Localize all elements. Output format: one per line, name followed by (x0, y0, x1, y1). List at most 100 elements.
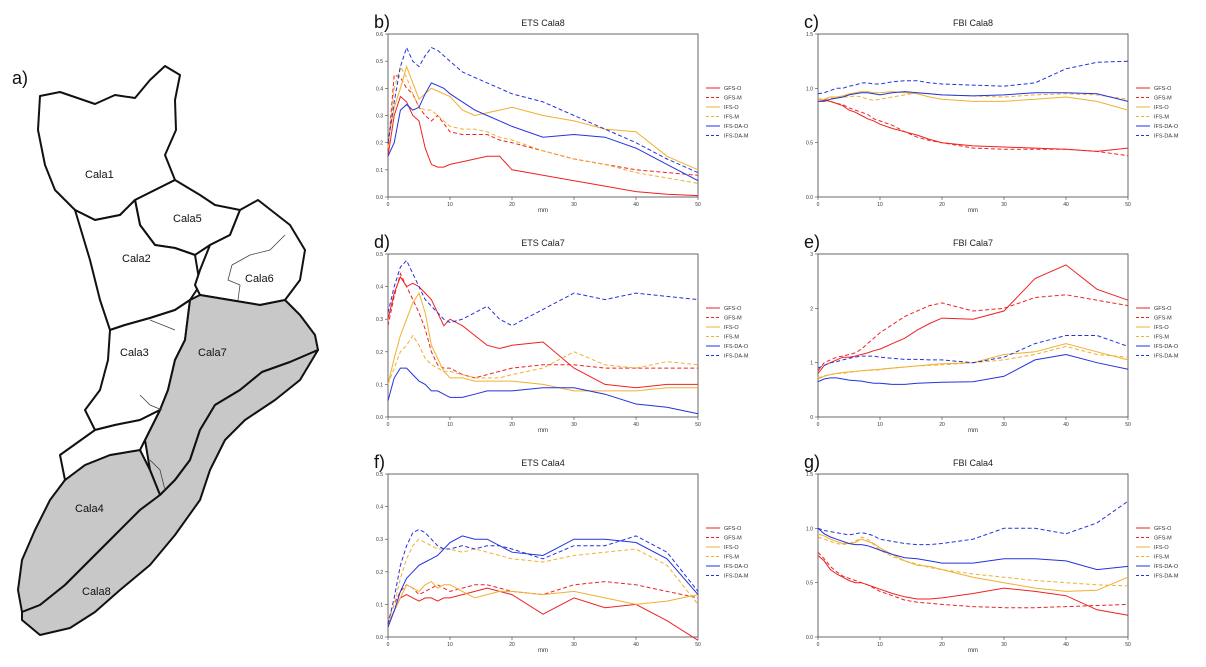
legend-label: IFS-DA-M (1154, 354, 1179, 360)
series-line-ifs-m (387, 538, 699, 621)
legend-label: GFS-O (724, 86, 742, 92)
series-line-gfs-o (387, 587, 699, 641)
y-tick-label: 1.0 (806, 526, 813, 532)
y-tick-label: 0.1 (376, 168, 383, 174)
y-tick-label: 0.5 (376, 59, 383, 65)
legend-label: IFS-O (1154, 545, 1169, 551)
legend-label: IFS-M (1154, 115, 1169, 121)
series-line-ifs-m (387, 334, 699, 385)
x-tick-label: 50 (1125, 202, 1131, 208)
series-line-ifs-da-o (818, 91, 1129, 102)
chart-title: FBI Cala8 (953, 18, 993, 28)
series-line-gfs-o (817, 555, 1129, 616)
legend-label: IFS-M (724, 115, 739, 121)
legend-label: GFS-O (1154, 526, 1172, 532)
x-tick-label: 10 (877, 202, 883, 208)
series-line-gfs-o (387, 95, 699, 197)
series-line-gfs-m (817, 551, 1129, 609)
region-cala6 (194, 199, 306, 306)
x-tick-label: 50 (695, 642, 701, 648)
x-tick-label: 0 (817, 642, 820, 648)
x-tick-label: 50 (1125, 642, 1131, 648)
x-tick-label: 0 (387, 202, 390, 208)
panel-label-c: c) (804, 12, 819, 32)
x-axis-label: mm (538, 648, 548, 652)
legend-label: IFS-O (1154, 105, 1169, 111)
panel-label-e: e) (804, 232, 821, 252)
legend-label: IFS-DA-M (724, 354, 749, 360)
y-tick-label: 1.5 (806, 32, 813, 38)
legend-label: IFS-DA-O (1154, 344, 1179, 350)
y-tick-label: 0.0 (806, 635, 813, 641)
label-cala3: Cala3 (120, 347, 149, 359)
y-tick-label: 0.0 (376, 415, 383, 421)
chart-title: FBI Cala7 (953, 238, 993, 248)
panel-label-g: g) (804, 452, 821, 472)
series-line-ifs-o (817, 91, 1129, 111)
legend-label: IFS-DA-O (1154, 124, 1179, 130)
series-line-ifs-da-m (387, 528, 699, 625)
y-tick-label: 2 (810, 306, 813, 312)
plot-frame (817, 473, 1129, 638)
legend-label: IFS-O (724, 545, 739, 551)
region-cala1 (37, 65, 181, 221)
y-tick-label: 0.2 (376, 141, 383, 147)
x-tick-label: 40 (633, 642, 639, 648)
y-tick-label: 0.3 (376, 537, 383, 543)
series-line-ifs-da-o (817, 353, 1129, 385)
plot-frame (817, 33, 1129, 198)
series-line-gfs-m (817, 294, 1129, 372)
legend-label: IFS-O (1154, 325, 1169, 331)
series-line-ifs-o (817, 343, 1129, 380)
y-tick-label: 1.0 (806, 86, 813, 92)
y-tick-label: 0.0 (376, 195, 383, 201)
y-tick-label: 0.4 (376, 86, 383, 92)
y-tick-label: 0 (810, 415, 813, 421)
legend-label: GFS-M (724, 316, 742, 322)
x-tick-label: 10 (447, 202, 453, 208)
y-tick-label: 0.4 (376, 285, 383, 291)
series-line-gfs-o (817, 264, 1129, 374)
x-tick-label: 30 (1001, 642, 1007, 648)
legend-label: GFS-M (724, 96, 742, 102)
y-tick-label: 0.6 (376, 32, 383, 38)
series-line-ifs-o (817, 533, 1129, 592)
x-axis-label: mm (538, 208, 548, 212)
y-tick-label: 0.4 (376, 505, 383, 511)
y-tick-label: 0.5 (376, 252, 383, 258)
legend-label: IFS-DA-O (724, 564, 749, 570)
x-tick-label: 20 (939, 642, 945, 648)
series-line-ifs-da-m (387, 46, 699, 174)
y-tick-label: 0.3 (376, 317, 383, 323)
legend-label: GFS-O (1154, 306, 1172, 312)
chart-ets-cala7: ETS Cala7 0.0 0.1 0.2 0.3 0.4 0.5 0 10 20 30 40 50 mm… (360, 232, 770, 434)
series-line-ifs-m (387, 65, 699, 184)
chart-svg: ETS Cala8 0.0 0.1 0.2 0.3 0.4 0.5 0.6 0 10 20 30 40 5… (376, 18, 749, 214)
region-cala8 (21, 349, 319, 636)
x-tick-label: 40 (633, 422, 639, 428)
x-tick-label: 40 (1063, 642, 1069, 648)
series-line-ifs-m (817, 345, 1129, 379)
chart-title: ETS Cala7 (521, 238, 565, 248)
y-tick-label: 1 (810, 361, 813, 367)
chart-title: ETS Cala8 (521, 18, 565, 28)
y-tick-label: 0.2 (376, 570, 383, 576)
x-tick-label: 0 (387, 422, 390, 428)
label-cala4: Cala4 (75, 503, 104, 515)
y-tick-label: 0.5 (376, 472, 383, 478)
chart-title: ETS Cala4 (521, 458, 565, 468)
x-tick-label: 40 (1063, 422, 1069, 428)
y-tick-label: 3 (810, 252, 813, 258)
series-line-ifs-da-m (817, 60, 1129, 95)
y-tick-label: 0.0 (806, 195, 813, 201)
x-tick-label: 30 (1001, 202, 1007, 208)
x-tick-label: 10 (877, 642, 883, 648)
x-axis-label: mm (968, 648, 978, 652)
series-line-ifs-o (387, 580, 699, 625)
x-tick-label: 40 (633, 202, 639, 208)
legend-label: IFS-DA-O (1154, 564, 1179, 570)
legend-label: GFS-M (1154, 316, 1172, 322)
legend-label: GFS-M (1154, 536, 1172, 542)
chart-svg: FBI Cala8 0.0 0.5 1.0 1.5 0 10 20 30 40 50 mm GFS-O G… (806, 18, 1179, 214)
